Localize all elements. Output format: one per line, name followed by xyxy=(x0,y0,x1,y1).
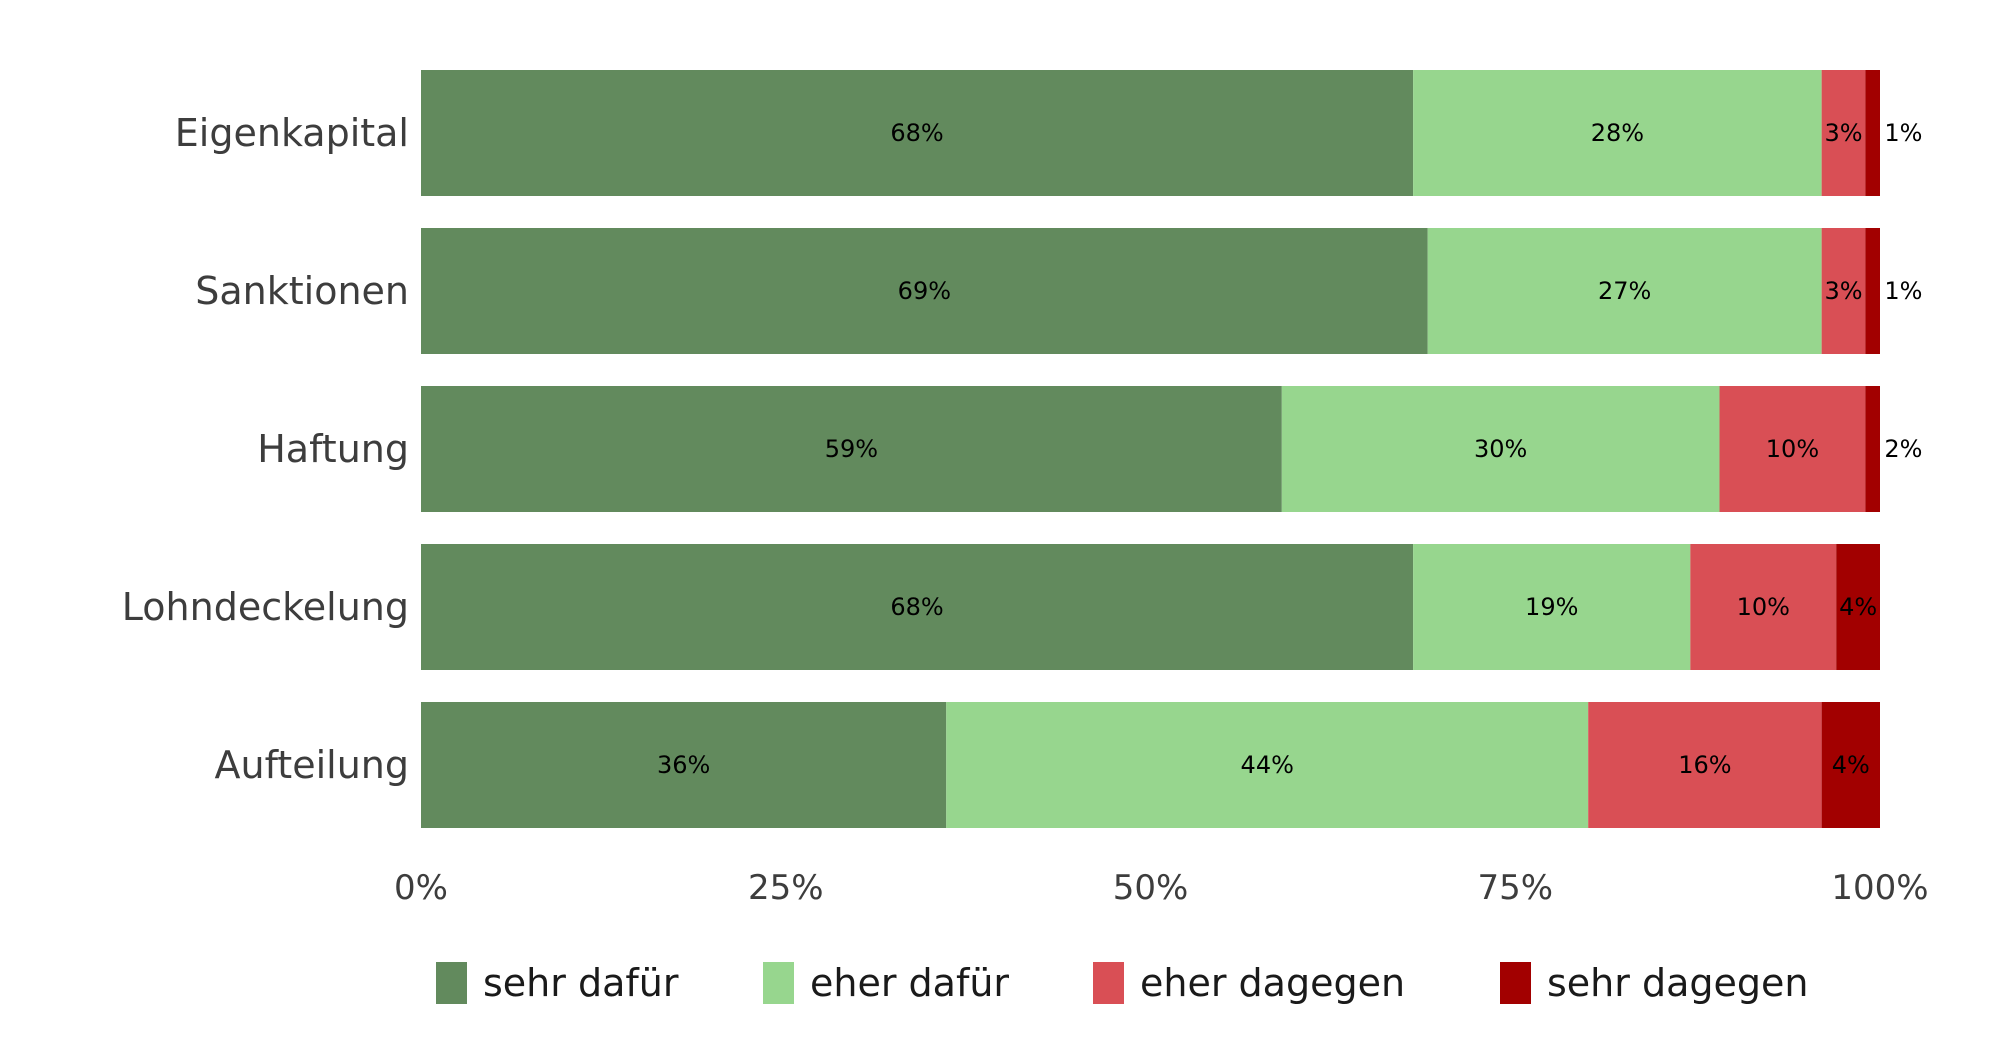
bar-area: 68% 28% 3% 1% 69% 27% 3% 1% 59% 30% 10% 2% 68% 19% 10%… xyxy=(421,70,1922,828)
bar-segment xyxy=(1413,70,1822,196)
bar-value-label: 3% xyxy=(1824,119,1862,147)
category-label: Haftung xyxy=(257,427,409,471)
bar-value-label: 69% xyxy=(898,277,951,305)
legend-swatch xyxy=(763,962,794,1004)
bar-segment xyxy=(1719,386,1866,512)
category-label: Lohndeckelung xyxy=(122,585,409,629)
bar-value-label: 10% xyxy=(1766,435,1819,463)
bar-segment xyxy=(421,70,1414,196)
bar-segment xyxy=(1865,228,1880,354)
bar-segment xyxy=(1281,386,1720,512)
bar-value-label: 68% xyxy=(890,119,943,147)
bar-value-label: 1% xyxy=(1884,277,1922,305)
category-label: Aufteilung xyxy=(215,743,409,787)
bar-value-label: 16% xyxy=(1678,751,1731,779)
category-label: Sanktionen xyxy=(195,269,409,313)
bar-value-label: 44% xyxy=(1241,751,1294,779)
x-axis: 0% 25% 50% 75% 100% xyxy=(394,868,1929,908)
bar-value-label: 3% xyxy=(1824,277,1862,305)
bar-segment xyxy=(946,702,1589,828)
bar-segment xyxy=(1821,228,1866,354)
bar-value-label: 36% xyxy=(657,751,710,779)
x-tick-label: 25% xyxy=(748,868,824,908)
legend-swatch xyxy=(1500,962,1531,1004)
bar-segment xyxy=(1588,702,1822,828)
bar-value-label: 68% xyxy=(890,593,943,621)
bar-segment xyxy=(1427,228,1822,354)
legend-label: sehr dagegen xyxy=(1547,961,1808,1005)
category-axis: Eigenkapital Sanktionen Haftung Lohndeckelu… xyxy=(122,111,409,787)
legend-label: eher dagegen xyxy=(1140,961,1405,1005)
x-tick-label: 75% xyxy=(1477,868,1553,908)
x-tick-label: 0% xyxy=(394,868,448,908)
bar-value-label: 30% xyxy=(1474,435,1527,463)
bar-segment xyxy=(421,702,947,828)
bar-segment xyxy=(1690,544,1837,670)
bar-segment xyxy=(421,228,1428,354)
bar-value-label: 19% xyxy=(1525,593,1578,621)
bar-value-label: 2% xyxy=(1884,435,1922,463)
x-tick-label: 50% xyxy=(1113,868,1189,908)
legend-label: eher dafür xyxy=(810,961,1009,1005)
bar-value-label: 59% xyxy=(825,435,878,463)
bar-segment xyxy=(1865,386,1880,512)
bar-value-label: 28% xyxy=(1591,119,1644,147)
bar-segment xyxy=(1836,544,1880,670)
legend-label: sehr dafür xyxy=(483,961,679,1005)
legend: sehr dafür eher dafür eher dagegen sehr dag… xyxy=(436,961,1808,1005)
bar-value-label: 4% xyxy=(1839,593,1877,621)
legend-swatch xyxy=(1093,962,1124,1004)
legend-swatch xyxy=(436,962,467,1004)
bar-segment xyxy=(1413,544,1691,670)
bar-segment xyxy=(1821,70,1866,196)
bar-value-label: 10% xyxy=(1737,593,1790,621)
bar-value-label: 4% xyxy=(1832,751,1870,779)
category-label: Eigenkapital xyxy=(175,111,409,155)
bar-segment xyxy=(1821,702,1880,828)
bar-segment xyxy=(1865,70,1880,196)
bar-value-label: 27% xyxy=(1598,277,1651,305)
bar-segment xyxy=(421,544,1414,670)
x-tick-label: 100% xyxy=(1831,868,1928,908)
bar-value-label: 1% xyxy=(1884,119,1922,147)
bar-segment xyxy=(421,386,1282,512)
